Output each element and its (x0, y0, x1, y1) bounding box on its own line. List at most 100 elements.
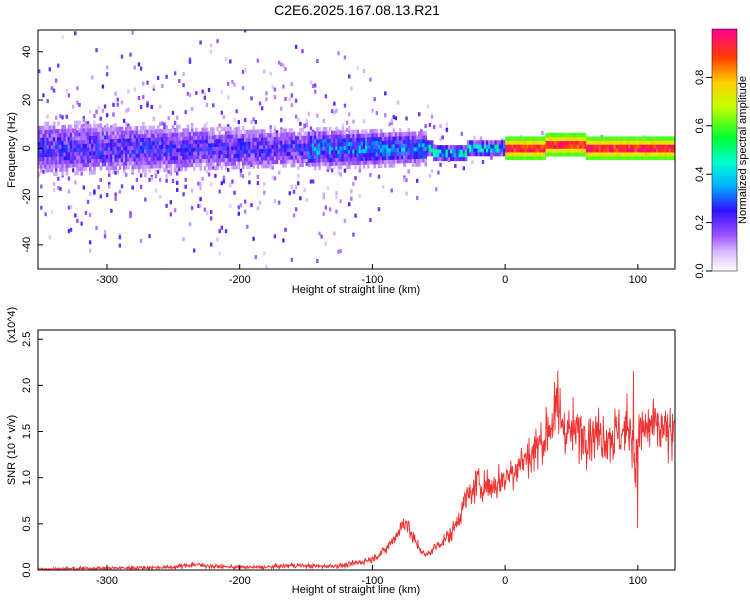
spectrogram-cell (86, 139, 90, 144)
spectrogram-cell (199, 135, 202, 140)
spectrogram-cell (148, 148, 152, 154)
spectrogram-cell (118, 126, 122, 132)
spectrogram-cell (284, 96, 287, 101)
spectrogram-cell (212, 158, 215, 163)
spectrogram-cell (150, 133, 154, 138)
spectrogram-cell (390, 136, 394, 141)
spectrogram-cell (394, 155, 398, 160)
spectrogram-cell (80, 139, 84, 145)
spectrogram-cell (360, 160, 364, 165)
spectrogram-cell (530, 140, 534, 145)
spectrogram-cell (82, 116, 85, 121)
spectrogram-cell (398, 135, 402, 141)
spectrogram-cell (324, 138, 328, 143)
spectrogram-cell (50, 152, 54, 157)
spectrogram-cell (653, 144, 657, 149)
spectrogram-cell (44, 137, 47, 142)
spectrogram-cell (503, 151, 506, 157)
spectrogram-cell (299, 196, 302, 201)
spectrogram-cell (479, 151, 483, 157)
spectrogram-cell (415, 158, 419, 163)
spectrogram-cell (273, 148, 277, 153)
spectrogram-cell (496, 148, 500, 153)
spectrogram-cell (248, 141, 251, 146)
spectrogram-cell (643, 155, 646, 161)
spectrogram-cell (524, 144, 527, 149)
spectrogram-cell (604, 144, 608, 149)
spectrogram-cell (137, 133, 141, 139)
spectrogram-cell (226, 126, 230, 132)
spectrogram-cell (517, 140, 521, 145)
spectrogram-cell (258, 156, 262, 161)
spectrogram-cell (409, 154, 413, 160)
spectrogram-cell (144, 160, 147, 165)
spectrogram-cell (105, 123, 109, 128)
spectrogram-cell (186, 131, 190, 137)
spectrogram-cell (651, 155, 655, 161)
spectrogram-cell (48, 148, 52, 154)
spectrogram-cell (112, 157, 115, 163)
spectrogram-cell (333, 153, 336, 159)
spectrogram-cell (252, 129, 256, 134)
spectrogram-cell (260, 129, 264, 134)
spectrogram-cell (288, 128, 292, 133)
spectrogram-cell (522, 155, 525, 161)
spectrogram-cell (220, 181, 224, 186)
spectrogram-cell (324, 142, 328, 147)
spectrogram-cell (148, 156, 152, 161)
spectrogram-cell (420, 154, 423, 159)
spectrogram-cell (364, 129, 368, 134)
spectrogram-cell (343, 149, 347, 154)
spectrogram-cell (40, 137, 43, 142)
spectrogram-cell (305, 150, 309, 156)
spectrogram-cell (286, 151, 290, 156)
spectrogram-cell (494, 140, 498, 145)
spectrogram-cell (617, 155, 621, 161)
spectrogram-cell (454, 156, 457, 162)
spectrogram-cell (137, 160, 141, 166)
spectrogram-cell (40, 141, 43, 146)
snr-y-tick-label: 0.0 (21, 562, 33, 577)
spectrogram-cell (613, 136, 617, 141)
spectrogram-cell (384, 159, 387, 164)
spectrogram-cell (222, 153, 226, 159)
spectrogram-cell (243, 67, 247, 72)
spectrogram-cell (515, 155, 519, 161)
spectrogram-cell (95, 146, 98, 152)
spectrogram-cell (526, 151, 529, 157)
spectrogram-cell (645, 155, 648, 161)
spectrogram-cell (532, 155, 536, 161)
spectrogram-cell (195, 131, 198, 137)
spectrogram-cell (271, 152, 275, 157)
spectrogram-cell (258, 133, 262, 138)
spectrogram-cell (303, 139, 307, 144)
spectrogram-cell (176, 187, 179, 192)
spectrogram-cell (275, 136, 279, 141)
spectrogram-cell (216, 39, 219, 44)
spectrogram-cell (110, 134, 113, 140)
spectrogram-cell (207, 135, 211, 140)
spectrogram-cell (411, 143, 415, 148)
spectrogram-cell (84, 127, 88, 133)
spectrogram-cell (517, 148, 521, 153)
spectrogram-cell (286, 132, 290, 137)
spectrogram-cell (203, 207, 207, 212)
spectrogram-cell (396, 135, 400, 141)
spectrogram-cell (331, 149, 334, 155)
spectrogram-cell (354, 152, 357, 158)
spectrogram-cell (277, 200, 281, 205)
spectrogram-cell (229, 138, 232, 143)
spectrogram-cell (80, 128, 84, 133)
spectrogram-cell (522, 151, 525, 157)
spectrogram-cell (288, 191, 291, 196)
spectrogram-cell (61, 171, 64, 176)
spectrogram-cell (551, 144, 555, 149)
snr-x-tick-label: 100 (629, 575, 647, 587)
spectrogram-cell (95, 123, 98, 129)
spectrogram-cell (422, 146, 425, 151)
spectrogram-cell (333, 142, 336, 147)
spectrogram-cell (562, 148, 566, 153)
spectrogram-cell (534, 151, 538, 157)
spectrogram-cell (301, 158, 304, 164)
spectrogram-cell (220, 165, 224, 170)
